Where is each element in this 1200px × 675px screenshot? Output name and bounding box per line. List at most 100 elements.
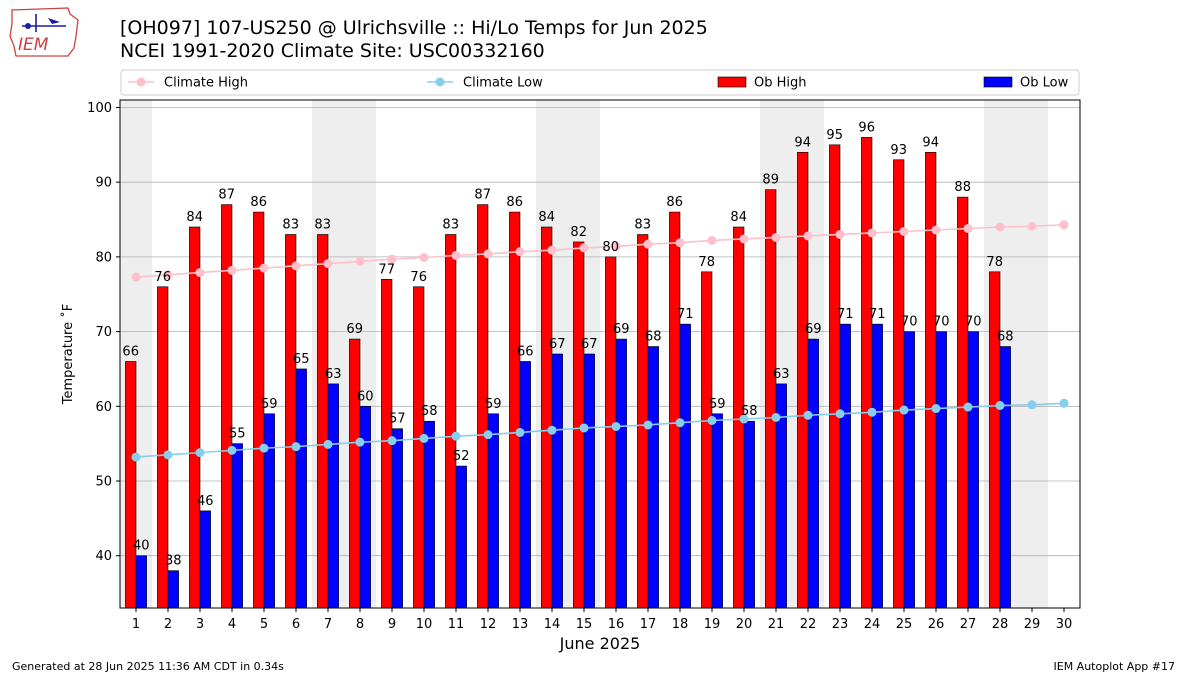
ob-high-bar bbox=[765, 189, 777, 609]
climate-high-point bbox=[547, 245, 557, 255]
x-tick-label: 19 bbox=[704, 617, 721, 632]
climate-high-line bbox=[135, 223, 1065, 278]
x-tick-label: 20 bbox=[736, 617, 753, 632]
ob-low-bar bbox=[359, 405, 371, 609]
ob-high-label: 78 bbox=[986, 255, 1003, 270]
y-tick-label: 40 bbox=[95, 549, 112, 564]
ob-low-label: 71 bbox=[677, 307, 694, 322]
x-tick-label: 11 bbox=[448, 617, 465, 632]
plot-frame bbox=[119, 99, 1081, 609]
ob-high-bar bbox=[317, 234, 329, 609]
climate-low-point bbox=[835, 409, 845, 419]
climate-low-line bbox=[135, 402, 1065, 458]
climate-high-point bbox=[163, 270, 173, 280]
ob-high-bar bbox=[925, 151, 937, 609]
ob-low-label: 71 bbox=[837, 307, 854, 322]
ob-low-label: 68 bbox=[997, 330, 1014, 345]
climate-high-point bbox=[387, 254, 397, 264]
ob-low-label: 55 bbox=[229, 427, 246, 442]
ob-low-bar bbox=[839, 323, 851, 609]
ob-low-bar bbox=[679, 323, 691, 609]
x-tick-label: 15 bbox=[576, 617, 593, 632]
ob-high-label: 87 bbox=[474, 188, 491, 203]
ob-low-label: 63 bbox=[325, 367, 342, 382]
ob-high-label: 86 bbox=[666, 195, 683, 210]
y-tick-label: 60 bbox=[95, 400, 112, 415]
ob-low-label: 65 bbox=[293, 352, 310, 367]
x-tick-label: 2 bbox=[164, 617, 172, 632]
climate-high-point bbox=[611, 241, 621, 251]
ob-high-bar bbox=[669, 211, 681, 609]
climate-low-point bbox=[483, 430, 493, 440]
legend-ob-low-swatch bbox=[983, 76, 1013, 88]
climate-high-point bbox=[323, 259, 333, 269]
climate-high-point bbox=[739, 234, 749, 244]
ob-low-bar bbox=[423, 420, 435, 609]
climate-low-point bbox=[131, 452, 141, 462]
climate-high-point bbox=[579, 243, 589, 253]
ob-low-label: 67 bbox=[581, 337, 598, 352]
climate-high-point bbox=[195, 268, 205, 278]
ob-low-label: 40 bbox=[133, 539, 150, 554]
logo-text: IEM bbox=[18, 35, 49, 55]
climate-high-point bbox=[1027, 221, 1037, 231]
ob-high-label: 84 bbox=[538, 210, 555, 225]
climate-low-point bbox=[259, 443, 269, 453]
ob-low-bar bbox=[327, 383, 339, 609]
ob-low-label: 69 bbox=[613, 322, 630, 337]
climate-high-point bbox=[675, 238, 685, 248]
legend-climate-low-label: Climate Low bbox=[463, 76, 543, 91]
ob-high-label: 89 bbox=[762, 173, 779, 188]
y-tick-label: 50 bbox=[95, 475, 112, 490]
x-tick-label: 13 bbox=[512, 617, 529, 632]
ob-low-bar bbox=[455, 465, 467, 609]
x-tick-label: 10 bbox=[416, 617, 433, 632]
climate-high-point bbox=[1059, 220, 1069, 230]
legend-ob-low-label: Ob Low bbox=[1020, 76, 1069, 91]
x-tick-label: 22 bbox=[800, 617, 817, 632]
climate-high-point bbox=[483, 249, 493, 259]
ob-low-bar bbox=[135, 555, 147, 609]
climate-low-point bbox=[739, 414, 749, 424]
ob-high-label: 88 bbox=[954, 180, 971, 195]
ob-low-label: 46 bbox=[197, 494, 214, 509]
ob-high-bar bbox=[893, 159, 905, 609]
x-tick-label: 21 bbox=[768, 617, 785, 632]
climate-high-point bbox=[931, 225, 941, 235]
ob-high-label: 84 bbox=[730, 210, 747, 225]
legend-box bbox=[120, 69, 1080, 96]
ob-high-bar bbox=[445, 234, 457, 609]
climate-high-point bbox=[131, 272, 141, 282]
climate-low-point bbox=[323, 439, 333, 449]
ob-low-label: 59 bbox=[709, 397, 726, 412]
climate-low-point bbox=[419, 433, 429, 443]
y-axis-label: Temperature ˚F bbox=[60, 304, 76, 405]
climate-high-point bbox=[995, 222, 1005, 232]
ob-high-label: 78 bbox=[698, 255, 715, 270]
x-tick-label: 30 bbox=[1056, 617, 1073, 632]
ob-low-bar bbox=[647, 346, 659, 609]
ob-low-label: 66 bbox=[517, 344, 534, 359]
ob-low-bar bbox=[551, 353, 563, 609]
climate-high-point bbox=[771, 232, 781, 242]
ob-low-bar bbox=[295, 368, 307, 609]
ob-high-bar bbox=[349, 338, 361, 609]
ob-high-bar bbox=[605, 256, 617, 609]
iem-logo: IEM bbox=[9, 7, 79, 57]
ob-low-bar bbox=[519, 361, 531, 609]
ob-low-label: 70 bbox=[965, 315, 982, 330]
ob-low-bar bbox=[487, 413, 499, 609]
ob-low-label: 59 bbox=[485, 397, 502, 412]
climate-low-point bbox=[579, 423, 589, 433]
y-tick-label: 70 bbox=[95, 325, 112, 340]
climate-high-point bbox=[963, 223, 973, 233]
ob-high-label: 83 bbox=[442, 217, 459, 232]
climate-low-point bbox=[547, 425, 557, 435]
ob-high-label: 83 bbox=[634, 217, 651, 232]
x-tick-label: 26 bbox=[928, 617, 945, 632]
x-tick-label: 16 bbox=[608, 617, 625, 632]
x-tick-label: 25 bbox=[896, 617, 913, 632]
x-tick-label: 23 bbox=[832, 617, 849, 632]
ob-high-label: 80 bbox=[602, 240, 619, 255]
